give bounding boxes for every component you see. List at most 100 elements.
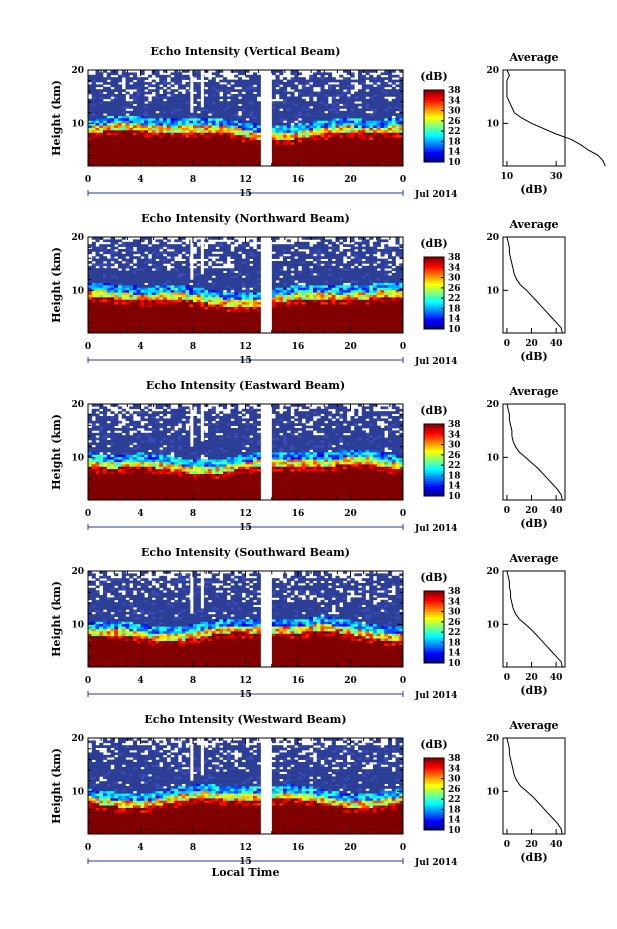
x-tick-label: 0	[400, 175, 406, 185]
average-x-tick-label: 0	[504, 840, 510, 850]
colorbar-tick-label: 22	[448, 127, 461, 137]
colorbar-swatch	[424, 138, 444, 142]
average-x-tick-label: 10	[501, 172, 514, 182]
average-x-tick-label: 20	[525, 339, 538, 349]
echo-intensity-heatmap	[88, 738, 404, 835]
no-data-gap	[261, 70, 272, 166]
data-gap-streak	[200, 571, 204, 609]
colorbar-swatch	[424, 770, 444, 774]
date-label: Jul 2014	[414, 524, 457, 534]
average-frame	[502, 236, 566, 334]
colorbar-swatch	[424, 773, 444, 777]
colorbar-tick-label: 38	[448, 253, 461, 263]
colorbar-swatch	[424, 136, 444, 140]
average-y-tick-label: 10	[486, 787, 499, 797]
x-tick-label: 8	[190, 843, 196, 853]
colorbar-swatch	[424, 110, 444, 114]
colorbar-frame	[423, 423, 445, 497]
y-tick-label: 20	[71, 567, 84, 577]
y-tick-label: 10	[71, 620, 84, 630]
x-tick-label: 0	[85, 676, 91, 686]
colorbar-swatch	[424, 123, 444, 127]
colorbar-swatch	[424, 259, 444, 263]
x-tick-label: 0	[400, 342, 406, 352]
colorbar-tick-label: 10	[448, 325, 461, 335]
colorbar-swatch	[424, 483, 444, 487]
panel-title: Echo Intensity (Eastward Beam)	[146, 379, 345, 392]
colorbar-swatch	[424, 313, 444, 317]
panel-title: Echo Intensity (Westward Beam)	[144, 713, 346, 726]
colorbar-tick-label: 34	[448, 597, 461, 607]
colorbar-swatch	[424, 452, 444, 456]
x-tick-label: 12	[239, 509, 252, 519]
colorbar-swatch	[424, 819, 444, 823]
colorbar-swatch	[424, 794, 444, 797]
colorbar-swatch	[424, 434, 444, 438]
colorbar-swatch	[424, 323, 444, 327]
y-tick-label: 10	[71, 119, 84, 129]
colorbar-tick-label: 38	[448, 86, 461, 96]
x-tick-label: 4	[137, 676, 143, 686]
x-tick-label: 4	[137, 342, 143, 352]
colorbar-swatch	[424, 97, 444, 101]
colorbar-frame	[423, 757, 445, 831]
average-x-tick-label: 40	[550, 506, 563, 516]
data-gap-streak	[200, 404, 204, 442]
colorbar-tick-label: 22	[448, 294, 461, 304]
average-xlabel: (dB)	[520, 517, 547, 530]
colorbar-swatch	[424, 429, 444, 433]
colorbar-tick-label: 18	[448, 805, 461, 815]
data-gap-streak	[200, 237, 204, 275]
colorbar-swatch	[424, 267, 444, 271]
colorbar-swatch	[424, 295, 444, 299]
colorbar-swatch	[424, 262, 444, 266]
average-frame	[502, 403, 566, 501]
colorbar-swatch	[424, 783, 444, 787]
average-profile-chart: Average 20 10 0 20 40(dB)	[486, 552, 566, 697]
colorbar-tick-label: 22	[448, 461, 461, 471]
colorbar-swatch	[424, 144, 444, 147]
x-tick-label: 20	[344, 175, 357, 185]
colorbar-swatch	[424, 442, 444, 445]
colorbar-tick-label: 34	[448, 764, 461, 774]
colorbar-tick-label: 10	[448, 659, 461, 669]
x-tick-label: 20	[344, 342, 357, 352]
colorbar-swatch	[424, 444, 444, 448]
date-day-label: 15	[239, 189, 252, 199]
colorbar-swatch	[424, 293, 444, 296]
y-tick-label: 20	[71, 233, 84, 243]
colorbar-label: (dB)	[420, 738, 447, 751]
colorbar-swatch	[424, 95, 444, 99]
colorbar-swatch	[424, 611, 444, 615]
colorbar-tick-label: 14	[448, 482, 461, 492]
colorbar-swatch	[424, 616, 444, 620]
colorbar-swatch	[424, 488, 444, 492]
colorbar-swatch	[424, 760, 444, 764]
colorbar-tick-label: 10	[448, 492, 461, 502]
no-data-gap	[261, 237, 272, 333]
colorbar-frame	[423, 256, 445, 330]
colorbar-swatch	[424, 817, 444, 821]
colorbar-swatch	[424, 90, 444, 93]
colorbar-tick-label: 26	[448, 451, 461, 461]
colorbar-swatch	[424, 480, 444, 484]
colorbar-swatch	[424, 472, 444, 476]
x-tick-label: 4	[137, 843, 143, 853]
colorbar-swatch	[424, 115, 444, 119]
y-axis-label: Height (km)	[50, 247, 63, 323]
colorbar-tick-label: 10	[448, 826, 461, 836]
colorbar-swatch	[424, 824, 444, 828]
colorbar-swatch	[424, 827, 444, 831]
colorbar-tick-label: 26	[448, 117, 461, 127]
colorbar-swatch	[424, 652, 444, 656]
colorbar-swatch	[424, 277, 444, 281]
colorbar-swatch	[424, 439, 444, 443]
x-tick-label: 4	[137, 509, 143, 519]
colorbar-swatch	[424, 131, 444, 135]
colorbar-swatch	[424, 133, 444, 137]
colorbar-swatch	[424, 102, 444, 106]
x-tick-label: 12	[239, 676, 252, 686]
date-label: Jul 2014	[414, 190, 457, 200]
colorbar-swatch	[424, 778, 444, 782]
